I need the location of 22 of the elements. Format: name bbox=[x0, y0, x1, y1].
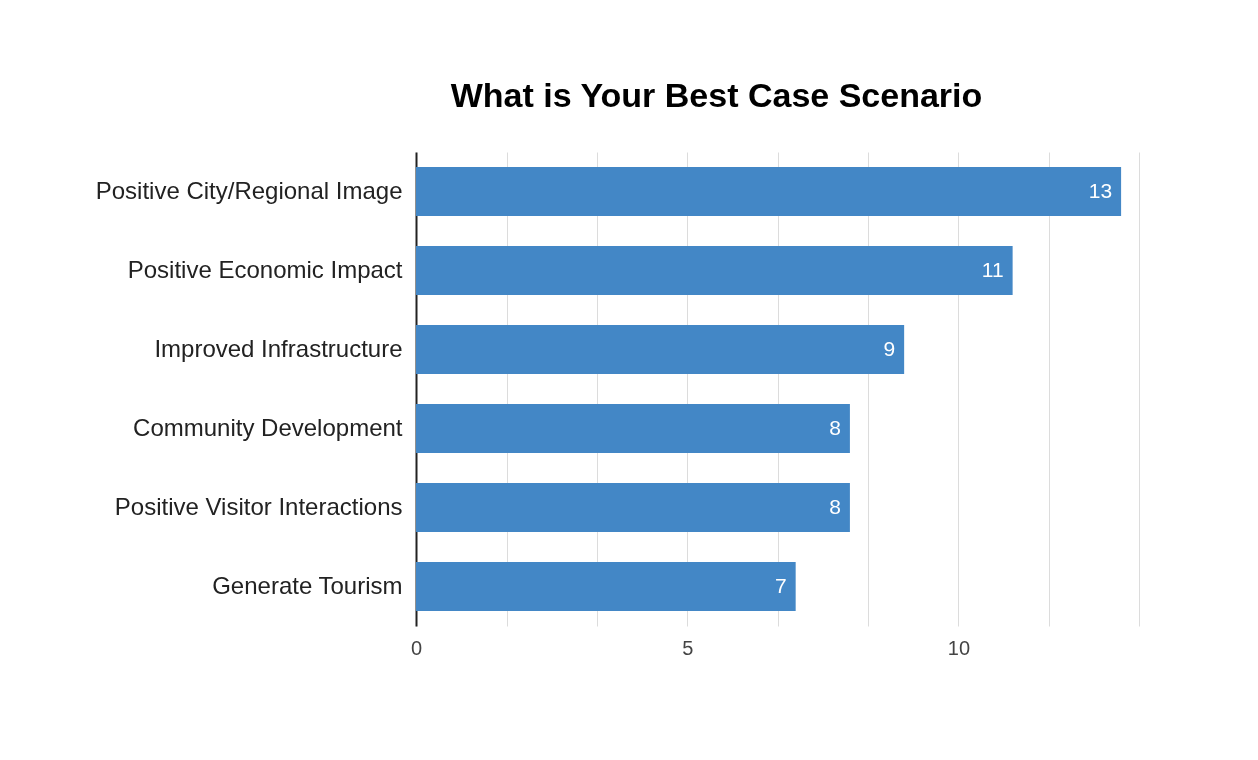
data-label: 8 bbox=[829, 415, 841, 439]
bar bbox=[416, 246, 1013, 295]
bar bbox=[416, 167, 1122, 216]
y-tick-label: Positive Visitor Interactions bbox=[114, 492, 403, 520]
y-tick-label: Positive City/Regional Image bbox=[95, 176, 403, 204]
bar bbox=[416, 404, 850, 453]
data-label: 7 bbox=[774, 573, 787, 597]
y-tick-label: Generate Tourism bbox=[212, 571, 403, 599]
data-label: 9 bbox=[883, 336, 896, 360]
chart-title: What is Your Best Case Scenario bbox=[450, 76, 983, 114]
data-label: 8 bbox=[829, 494, 841, 518]
x-tick-label: 0 bbox=[410, 636, 423, 659]
x-tick-label: 10 bbox=[947, 636, 971, 659]
data-label: 11 bbox=[981, 257, 1004, 281]
y-tick-label: Improved Infrastructure bbox=[154, 334, 403, 362]
bar bbox=[416, 483, 850, 532]
bar bbox=[416, 325, 905, 374]
y-tick-label: Community Development bbox=[133, 413, 403, 441]
bar bbox=[416, 562, 796, 611]
y-tick-label: Positive Economic Impact bbox=[127, 255, 403, 283]
x-tick-label: 5 bbox=[682, 636, 694, 659]
data-label: 13 bbox=[1088, 178, 1113, 202]
